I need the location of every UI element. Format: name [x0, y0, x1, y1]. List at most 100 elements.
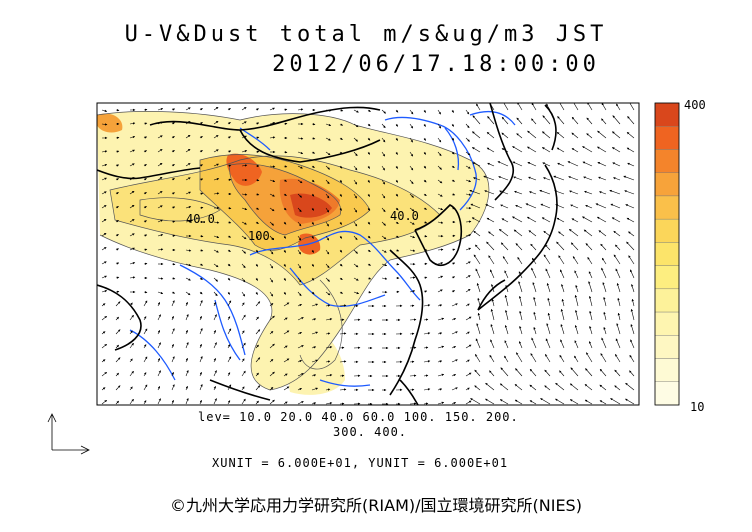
wind-arrow [597, 146, 607, 153]
wind-arrow [325, 193, 330, 199]
wind-arrow [485, 398, 495, 405]
wind-arrow [474, 369, 481, 377]
wind-arrow [199, 315, 202, 321]
wind-arrow [395, 151, 398, 155]
wind-arrow [486, 147, 495, 153]
wind-arrow [614, 385, 621, 391]
wind-arrow [409, 109, 414, 115]
wind-arrow [529, 191, 537, 195]
wind-arrow [297, 304, 302, 307]
wind-arrow [115, 192, 119, 195]
wind-arrow [171, 315, 174, 321]
wind-arrow [545, 268, 551, 279]
wind-arrow [199, 343, 202, 349]
wind-arrow [437, 262, 444, 265]
wind-arrow [143, 122, 148, 125]
wind-arrow [143, 178, 147, 181]
wind-arrow [157, 370, 161, 377]
wind-arrow [101, 177, 107, 181]
wind-arrow [157, 302, 160, 307]
wind-arrow [101, 275, 107, 279]
wind-arrow [465, 372, 472, 377]
wind-arrow [517, 103, 523, 111]
wind-arrow [283, 179, 288, 182]
wind-arrow [451, 346, 457, 349]
wind-arrow [560, 308, 565, 321]
wind-arrow [409, 123, 414, 129]
wind-arrow [353, 109, 359, 113]
wind-arrow [569, 190, 579, 195]
wind-arrow [465, 344, 472, 349]
wind-arrow [297, 151, 304, 155]
wind-arrow [367, 291, 372, 294]
wind-arrow [311, 303, 319, 307]
wind-arrow [353, 221, 358, 227]
wind-arrow [241, 370, 246, 377]
colorbar-cell [654, 265, 680, 290]
wind-arrow [465, 316, 472, 321]
wind-arrow [185, 163, 191, 167]
wind-arrow [561, 284, 565, 293]
wind-arrow [171, 234, 176, 238]
wind-arrow [588, 295, 593, 307]
wind-arrow [623, 175, 635, 181]
wind-arrow [101, 191, 107, 195]
wind-arrow [367, 207, 371, 211]
wind-arrow [171, 178, 175, 181]
wind-arrow [423, 179, 427, 183]
wind-arrow [199, 192, 204, 195]
wind-arrow [437, 221, 444, 224]
wind-arrow [199, 300, 203, 307]
wind-arrow [574, 325, 579, 335]
wind-arrow [101, 343, 108, 349]
wind-arrow [101, 359, 106, 363]
wind-arrow [498, 176, 509, 181]
wind-arrow [617, 312, 621, 321]
wind-arrow [490, 324, 495, 335]
wind-arrow [255, 277, 258, 281]
wind-arrow [409, 221, 415, 225]
wind-arrow [569, 399, 579, 405]
wind-arrow [297, 221, 302, 227]
wind-arrow [490, 308, 495, 321]
wind-arrow [451, 179, 455, 182]
wind-arrow [325, 221, 329, 227]
wind-arrow [630, 339, 635, 349]
wind-arrow [171, 343, 174, 349]
wind-arrow [325, 109, 332, 112]
wind-arrow [227, 328, 232, 335]
wind-arrow [486, 217, 495, 223]
wind-arrow [381, 263, 388, 267]
wind-arrow [451, 331, 458, 335]
wind-arrow [423, 193, 427, 197]
wind-arrow [504, 270, 509, 279]
wind-arrow [504, 294, 509, 307]
wind-arrow [532, 282, 537, 293]
wind-arrow [129, 190, 135, 195]
wind-arrow [339, 193, 342, 197]
wind-arrow [574, 270, 579, 279]
wind-arrow [473, 177, 481, 181]
wind-arrow [171, 108, 176, 111]
wind-arrow [541, 217, 551, 223]
wind-arrow [571, 132, 579, 139]
wind-arrow [381, 165, 385, 171]
wind-arrow [451, 318, 457, 321]
wind-arrow [586, 352, 593, 363]
wind-arrow [409, 137, 413, 143]
wind-arrow [143, 356, 148, 363]
wind-arrow [185, 398, 189, 405]
wind-arrow [115, 385, 121, 391]
wind-arrow [627, 162, 635, 167]
wind-arrow [437, 151, 442, 157]
wind-arrow [101, 232, 107, 237]
wind-arrow [556, 217, 565, 223]
colorbar-cell [654, 195, 680, 220]
wind-arrow [339, 165, 343, 169]
wind-arrow [609, 189, 621, 195]
wind-arrow [575, 284, 579, 293]
wind-arrow [519, 310, 523, 321]
wind-arrow [269, 263, 274, 269]
wind-arrow [395, 263, 400, 266]
wind-arrow [297, 193, 302, 198]
